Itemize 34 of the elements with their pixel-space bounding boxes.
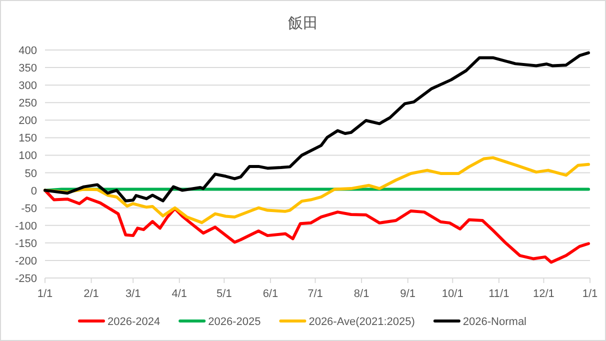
line-series xyxy=(44,156,590,224)
x-tick-label: 1/1 xyxy=(37,288,53,300)
y-tick-label: 150 xyxy=(18,132,37,145)
y-tick-label: 250 xyxy=(18,98,37,110)
line-series xyxy=(44,51,590,202)
x-tick-label: 3/1 xyxy=(125,288,141,300)
legend-label: 2026-Normal xyxy=(462,316,527,328)
x-tick-label: 2/1 xyxy=(84,288,99,300)
x-tick-label: 11/1 xyxy=(488,288,510,300)
y-tick-label: 200 xyxy=(18,115,37,128)
y-tick-label: 350 xyxy=(18,62,37,75)
y-tick-label: 400 xyxy=(18,45,37,57)
y-tick-label: 50 xyxy=(24,168,37,180)
x-tick-label: 7/1 xyxy=(308,288,323,300)
y-tick-label: -100 xyxy=(14,220,37,232)
chart-title: 飯田 xyxy=(288,15,318,32)
y-tick-label: -200 xyxy=(14,255,37,268)
x-tick-label: 6/1 xyxy=(262,288,278,300)
legend-label: 2026-2025 xyxy=(208,316,261,328)
legend-label: 2026-2024 xyxy=(107,316,160,328)
y-tick-label: -50 xyxy=(21,202,37,215)
y-tick-label: -150 xyxy=(14,238,37,250)
legend-label: 2026-Ave(2021:2025) xyxy=(308,316,415,328)
y-tick-label: 100 xyxy=(18,150,37,162)
x-tick-label: 4/1 xyxy=(172,288,188,300)
x-tick-label: 10/1 xyxy=(442,288,464,300)
y-tick-label: -250 xyxy=(14,273,37,285)
x-tick-label: 9/1 xyxy=(400,288,416,300)
y-tick-label: 300 xyxy=(18,80,37,92)
x-tick-label: 8/1 xyxy=(354,288,370,300)
y-tick-label: 0 xyxy=(30,185,37,198)
x-tick-label: 5/1 xyxy=(216,288,232,300)
x-tick-label: 12/1 xyxy=(533,288,554,300)
x-tick-label: 1/1 xyxy=(582,288,598,300)
